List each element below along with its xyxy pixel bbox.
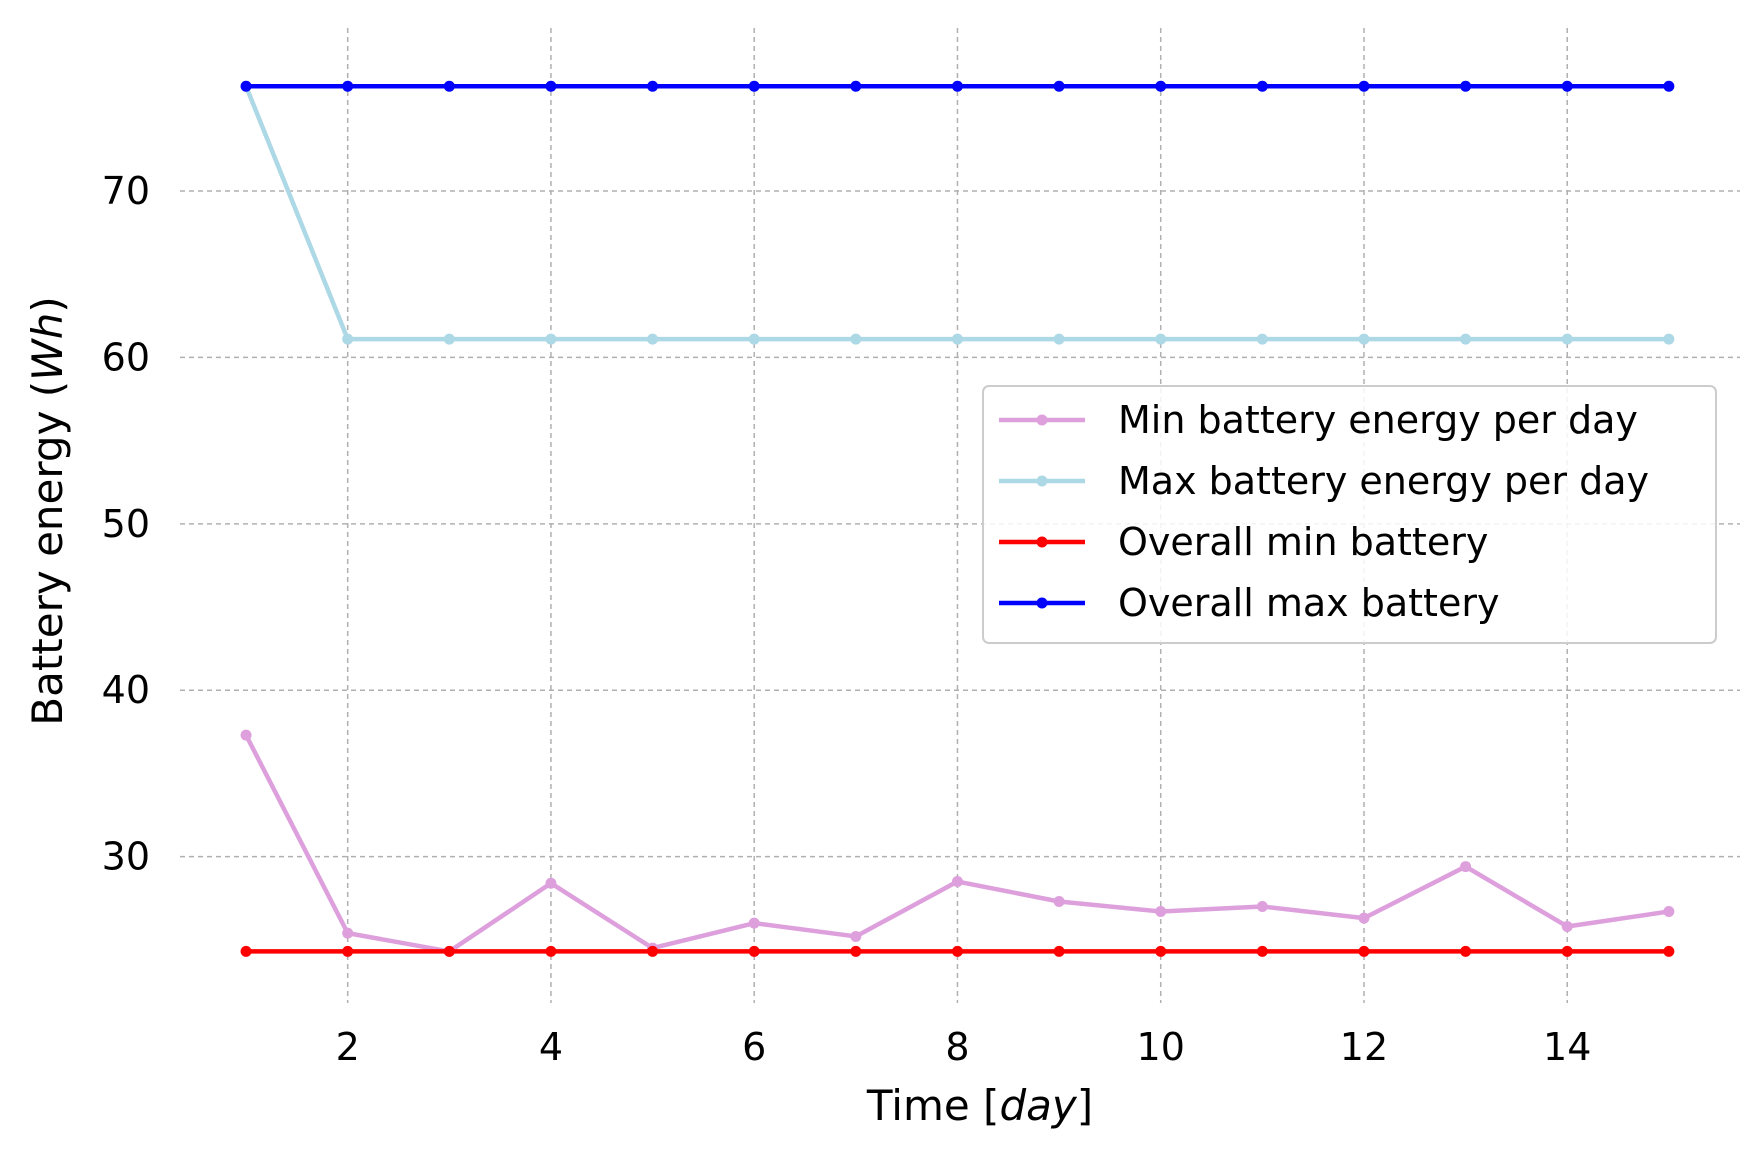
x-axis-title: Time [day] [866, 1081, 1093, 1130]
data-point [1663, 80, 1675, 92]
legend: Min battery energy per day Max battery en… [982, 385, 1717, 644]
data-point [951, 876, 963, 888]
data-point [342, 945, 354, 957]
data-point [1053, 333, 1065, 345]
y-tick-label: 40 [102, 668, 150, 712]
data-point [1053, 80, 1065, 92]
data-point [1561, 80, 1573, 92]
series-3 [240, 945, 1675, 957]
data-point [342, 333, 354, 345]
data-point [850, 80, 862, 92]
legend-swatch-marker [1036, 597, 1048, 609]
data-point [240, 80, 252, 92]
data-point [1256, 945, 1268, 957]
legend-swatch-marker [1036, 414, 1048, 426]
data-point [443, 80, 455, 92]
data-point [1358, 945, 1370, 957]
data-point [1663, 905, 1675, 917]
y-tick-labels: 30 40 50 60 70 [102, 169, 150, 879]
data-point [850, 945, 862, 957]
data-point [1561, 945, 1573, 957]
y-tick-label: 30 [102, 835, 150, 879]
y-axis-title: Battery energy (Wh) [23, 296, 72, 725]
legend-entry: Overall min battery [999, 520, 1488, 564]
data-point [748, 333, 760, 345]
data-point [647, 80, 659, 92]
series-2 [240, 80, 1675, 345]
data-point [1358, 80, 1370, 92]
data-point [1256, 80, 1268, 92]
data-point [240, 945, 252, 957]
data-point [1053, 896, 1065, 908]
x-tick-label: 10 [1137, 1025, 1185, 1069]
legend-label: Overall min battery [1118, 520, 1488, 564]
x-tick-label: 14 [1543, 1025, 1591, 1069]
legend-entry: Max battery energy per day [999, 459, 1649, 503]
data-point [342, 80, 354, 92]
data-point [545, 877, 557, 889]
data-point [1155, 945, 1167, 957]
x-tick-label: 2 [336, 1025, 360, 1069]
data-point [1561, 333, 1573, 345]
y-tick-label: 70 [102, 169, 150, 213]
data-point [1460, 80, 1472, 92]
y-tick-label: 60 [102, 335, 150, 379]
legend-label: Min battery energy per day [1118, 398, 1638, 442]
x-tick-labels: 2 4 6 8 10 12 14 [336, 1025, 1592, 1069]
data-point [1460, 333, 1472, 345]
x-tick-label: 12 [1340, 1025, 1388, 1069]
data-point [545, 80, 557, 92]
legend-frame [982, 385, 1717, 644]
series-4 [240, 80, 1675, 92]
data-point [545, 945, 557, 957]
x-tick-label: 6 [742, 1025, 766, 1069]
data-point [1155, 80, 1167, 92]
data-point [748, 80, 760, 92]
data-point [748, 945, 760, 957]
legend-entry: Min battery energy per day [999, 398, 1638, 442]
y-tick-label: 50 [102, 502, 150, 546]
x-tick-label: 8 [945, 1025, 969, 1069]
x-tick-label: 4 [539, 1025, 563, 1069]
data-point [443, 945, 455, 957]
data-point [1460, 861, 1472, 873]
data-point [545, 333, 557, 345]
data-point [951, 945, 963, 957]
legend-entry: Overall max battery [999, 581, 1499, 625]
data-point [1155, 333, 1167, 345]
legend-label: Overall max battery [1118, 581, 1499, 625]
data-point [342, 927, 354, 939]
data-point [1460, 945, 1472, 957]
legend-label: Max battery energy per day [1118, 459, 1649, 503]
data-point [1053, 945, 1065, 957]
data-point [1561, 920, 1573, 932]
data-point [1256, 333, 1268, 345]
legend-entries: Min battery energy per day Max battery en… [999, 398, 1649, 625]
data-point [1358, 333, 1370, 345]
data-point [951, 333, 963, 345]
data-point [850, 930, 862, 942]
data-point [1358, 912, 1370, 924]
data-point [1663, 945, 1675, 957]
data-point [951, 80, 963, 92]
data-point [647, 333, 659, 345]
data-point [647, 945, 659, 957]
data-point [1155, 905, 1167, 917]
series-layer [240, 80, 1675, 957]
data-point [240, 729, 252, 741]
data-point [748, 917, 760, 929]
data-point [1663, 333, 1675, 345]
legend-swatch-marker [1036, 475, 1048, 487]
data-point [850, 333, 862, 345]
data-point [1256, 900, 1268, 912]
legend-swatch-marker [1036, 536, 1048, 548]
data-point [443, 333, 455, 345]
